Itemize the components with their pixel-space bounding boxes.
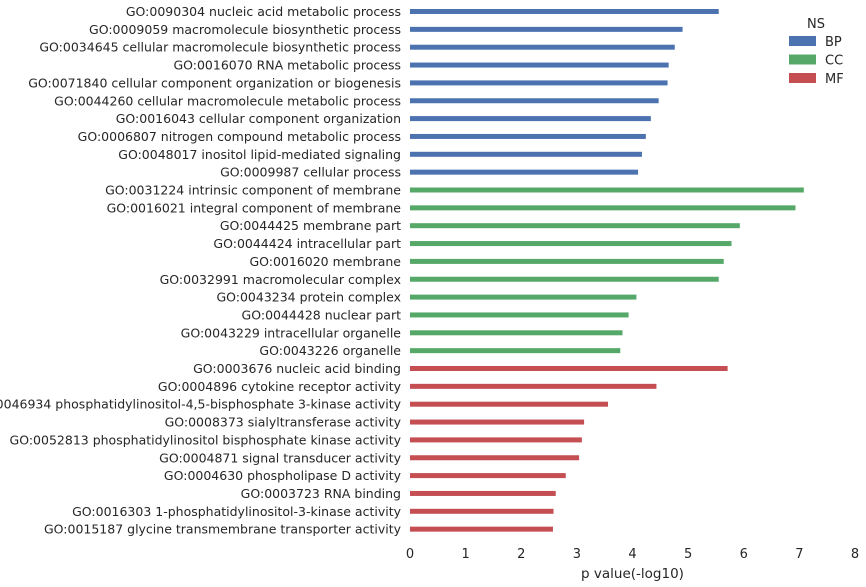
category-label: GO:0003723 RNA binding bbox=[241, 486, 401, 501]
x-axis-title: p value(-log10) bbox=[581, 566, 684, 582]
category-label: GO:0016070 RNA metabolic process bbox=[173, 58, 401, 73]
bar-mf bbox=[410, 473, 566, 479]
legend-title: NS bbox=[807, 17, 825, 32]
legend-label-bp: BP bbox=[825, 35, 842, 50]
category-label: GO:0004896 cytokine receptor activity bbox=[158, 379, 402, 394]
category-label: GO:0044260 cellular macromolecule metabo… bbox=[54, 93, 401, 108]
category-labels: GO:0090304 nucleic acid metabolic proces… bbox=[0, 4, 402, 537]
category-label: GO:0016020 membrane bbox=[249, 254, 401, 269]
bar-mf bbox=[410, 437, 582, 443]
category-label: GO:0044425 membrane part bbox=[220, 218, 401, 233]
bar-bp bbox=[410, 44, 675, 50]
bar-mf bbox=[410, 508, 554, 514]
x-tick-label: 1 bbox=[461, 547, 469, 562]
category-label: GO:0016043 cellular component organizati… bbox=[116, 111, 401, 126]
category-label: GO:0044428 nuclear part bbox=[242, 307, 402, 322]
legend-swatch-bp bbox=[789, 36, 816, 46]
bar-bp bbox=[410, 9, 719, 14]
legend: NS BP CC MF bbox=[789, 17, 844, 87]
bar-cc bbox=[410, 330, 623, 336]
bar-mf bbox=[410, 455, 580, 461]
bar-cc bbox=[410, 205, 796, 211]
bar-cc bbox=[410, 258, 724, 264]
category-label: GO:0009059 macromolecule biosynthetic pr… bbox=[89, 22, 401, 37]
bar-bp bbox=[410, 151, 642, 157]
bar-bp bbox=[410, 80, 668, 86]
category-label: GO:0052813 phosphatidylinositol bisphosp… bbox=[10, 432, 402, 447]
legend-swatch-cc bbox=[789, 54, 816, 65]
x-tick-label: 4 bbox=[628, 547, 636, 562]
bar-cc bbox=[410, 241, 732, 247]
category-label: GO:0008373 sialyltransferase activity bbox=[165, 415, 402, 430]
bar-cc bbox=[410, 187, 804, 193]
x-tick-label: 0 bbox=[406, 547, 414, 562]
category-label: GO:0034645 cellular macromolecule biosyn… bbox=[39, 40, 401, 55]
category-label: GO:0006807 nitrogen compound metabolic p… bbox=[78, 129, 401, 144]
x-tick-label: 2 bbox=[517, 547, 525, 562]
category-label: GO:0043229 intracellular organelle bbox=[181, 325, 402, 340]
category-label: GO:0004630 phospholipase D activity bbox=[164, 468, 402, 483]
bar-mf bbox=[410, 490, 556, 496]
legend-label-mf: MF bbox=[825, 72, 844, 87]
category-label: GO:0015187 glycine transmembrane transpo… bbox=[44, 522, 402, 537]
bar-bp bbox=[410, 62, 669, 68]
category-label: GO:0043226 organelle bbox=[259, 343, 401, 358]
category-label: GO:0090304 nucleic acid metabolic proces… bbox=[126, 4, 401, 19]
bar-cc bbox=[410, 348, 621, 354]
legend-label-cc: CC bbox=[825, 54, 843, 69]
bar-cc bbox=[410, 223, 740, 229]
bar-bp bbox=[410, 116, 651, 122]
x-tick-label: 8 bbox=[851, 547, 859, 562]
bar-bp bbox=[410, 133, 646, 139]
category-label: GO:0009987 cellular process bbox=[220, 165, 401, 180]
bars-layer bbox=[410, 9, 804, 532]
bar-cc bbox=[410, 312, 629, 318]
bar-cc bbox=[410, 276, 719, 282]
bar-bp bbox=[410, 26, 683, 32]
category-label: GO:0032991 macromolecular complex bbox=[160, 272, 401, 287]
legend-swatch-mf bbox=[789, 73, 816, 83]
x-tick-label: 6 bbox=[740, 547, 748, 562]
bar-bp bbox=[410, 169, 639, 175]
category-label: GO:0043234 protein complex bbox=[216, 290, 401, 305]
x-tick-label: 7 bbox=[795, 547, 803, 562]
x-axis: 0 1 2 3 4 5 6 7 8 bbox=[406, 547, 859, 562]
category-label: GO:0016021 integral component of membran… bbox=[107, 200, 402, 215]
category-label: GO:0044424 intracellular part bbox=[213, 236, 401, 251]
bar-mf bbox=[410, 419, 585, 425]
bar-mf bbox=[410, 383, 657, 389]
x-tick-label: 3 bbox=[573, 547, 581, 562]
category-label: GO:0031224 intrinsic component of membra… bbox=[105, 183, 401, 198]
category-label: GO:0004871 signal transducer activity bbox=[159, 450, 401, 465]
category-label: GO:0016303 1-phosphatidylinositol-3-kina… bbox=[72, 504, 402, 519]
bar-mf bbox=[410, 401, 609, 407]
category-label: GO:0048017 inositol lipid-mediated signa… bbox=[118, 147, 401, 162]
bar-bp bbox=[410, 98, 659, 104]
category-label: GO:0046934 phosphatidylinositol-4,5-bisp… bbox=[0, 397, 402, 412]
category-label: GO:0071840 cellular component organizati… bbox=[28, 75, 401, 90]
bar-cc bbox=[410, 294, 637, 300]
bar-mf bbox=[410, 526, 553, 532]
x-tick-label: 5 bbox=[684, 547, 692, 562]
category-label: GO:0003676 nucleic acid binding bbox=[193, 361, 401, 376]
bar-mf bbox=[410, 366, 728, 371]
